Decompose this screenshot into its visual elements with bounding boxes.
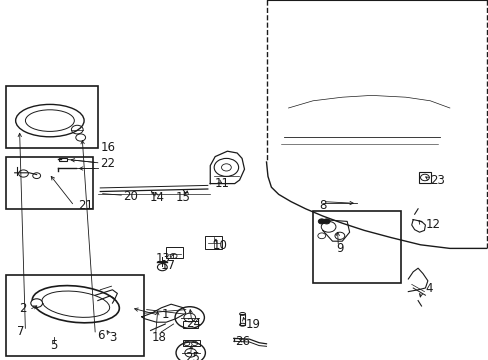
Bar — [166, 247, 183, 258]
Text: 19: 19 — [245, 318, 261, 330]
Text: 7: 7 — [17, 325, 24, 338]
Bar — [6, 86, 98, 148]
Text: 21: 21 — [78, 199, 93, 212]
Bar — [6, 275, 144, 356]
Bar — [59, 158, 67, 161]
Text: 26: 26 — [235, 335, 250, 348]
Text: 1: 1 — [161, 309, 168, 321]
Text: 6: 6 — [97, 329, 104, 342]
Text: 17: 17 — [160, 259, 175, 272]
Bar — [6, 157, 93, 209]
Bar — [418, 172, 430, 183]
Text: 11: 11 — [215, 177, 230, 190]
Bar — [183, 321, 198, 328]
Text: 2: 2 — [20, 302, 27, 315]
Text: 13: 13 — [155, 252, 170, 265]
Text: 8: 8 — [318, 199, 326, 212]
Text: 5: 5 — [50, 339, 58, 352]
Text: 15: 15 — [176, 191, 190, 204]
Text: 12: 12 — [425, 219, 440, 231]
Text: 14: 14 — [150, 191, 164, 204]
Text: 24: 24 — [185, 317, 200, 330]
Text: 16: 16 — [100, 141, 115, 154]
Bar — [205, 236, 222, 249]
Text: 22: 22 — [100, 157, 115, 170]
Circle shape — [323, 219, 329, 224]
Text: 23: 23 — [429, 174, 444, 186]
Text: 18: 18 — [151, 331, 166, 344]
Bar — [239, 314, 245, 325]
Bar — [312, 211, 400, 283]
Text: 9: 9 — [335, 242, 343, 255]
Text: 3: 3 — [108, 331, 116, 344]
Circle shape — [31, 299, 42, 307]
Text: 10: 10 — [212, 239, 227, 252]
Text: 4: 4 — [425, 282, 432, 294]
Text: 20: 20 — [123, 190, 138, 203]
Text: 25: 25 — [184, 351, 199, 360]
Circle shape — [318, 219, 325, 224]
Bar — [183, 340, 199, 346]
